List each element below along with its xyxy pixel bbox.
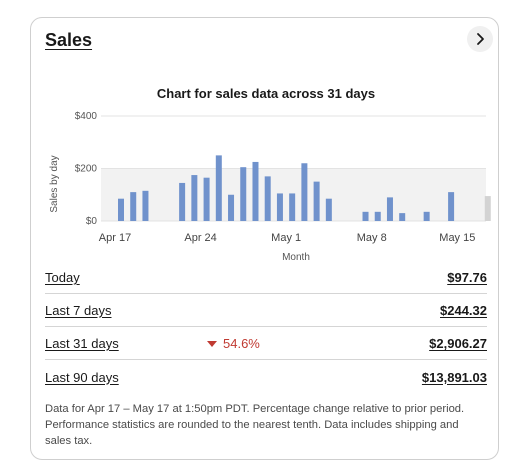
row-value[interactable]: $97.76 <box>447 270 487 285</box>
chart-title: Chart for sales data across 31 days <box>157 86 375 101</box>
sales-row-last-90-days[interactable]: Last 90 days $13,891.03 <box>45 361 487 393</box>
x-tick-label: Apr 17 <box>99 232 131 244</box>
bar <box>179 182 186 221</box>
bar <box>448 192 455 221</box>
down-triangle-icon <box>207 340 217 347</box>
chevron-right-icon <box>477 33 484 45</box>
x-tick-label: May 1 <box>271 232 301 244</box>
bar <box>289 193 296 221</box>
bar <box>240 167 247 221</box>
percent-change-value: 54.6% <box>223 336 260 351</box>
footnote: Data for Apr 17 – May 17 at 1:50pm PDT. … <box>45 403 465 447</box>
row-value[interactable]: $2,906.27 <box>429 336 487 351</box>
view-more-button[interactable] <box>467 26 493 52</box>
row-label[interactable]: Today <box>45 270 80 285</box>
bar <box>252 161 259 221</box>
row-value[interactable]: $244.32 <box>440 303 487 318</box>
bar <box>399 213 406 221</box>
bar <box>142 190 149 221</box>
bar <box>276 193 283 221</box>
row-label[interactable]: Last 90 days <box>45 369 119 385</box>
y-tick-label: $200 <box>75 164 98 175</box>
bar <box>386 197 393 221</box>
bar <box>301 163 308 221</box>
x-axis-label: Month <box>282 252 310 263</box>
bar <box>325 198 332 221</box>
bar <box>374 211 381 221</box>
y-tick-label: $0 <box>86 216 98 227</box>
bar <box>264 176 271 221</box>
percent-change: 54.6% <box>207 336 260 351</box>
row-label[interactable]: Last 7 days <box>45 303 112 318</box>
bar <box>130 192 137 221</box>
bar <box>362 211 369 221</box>
row-label[interactable]: Last 31 days <box>45 336 119 351</box>
bar <box>215 155 222 221</box>
bar <box>118 198 124 221</box>
bar-today <box>484 196 491 221</box>
sales-row-today[interactable]: Today $97.76 <box>45 262 487 294</box>
sales-chart: Chart for sales data across 31 days Sale… <box>49 86 491 263</box>
bar <box>423 211 430 221</box>
bar <box>203 177 210 221</box>
x-tick-label: May 15 <box>439 232 475 244</box>
x-tick-label: May 8 <box>357 232 387 244</box>
row-value[interactable]: $13,891.03 <box>421 369 487 385</box>
sales-row-last-7-days[interactable]: Last 7 days $244.32 <box>45 295 487 327</box>
bar <box>313 181 320 221</box>
sales-row-last-31-days[interactable]: Last 31 days 54.6% $2,906.27 <box>45 328 487 360</box>
y-axis-label: Sales by day <box>49 155 60 212</box>
bar <box>191 175 198 221</box>
y-tick-label: $400 <box>75 111 98 122</box>
x-tick-label: Apr 24 <box>184 232 216 244</box>
sales-card: Sales Chart for sales data across 31 day… <box>30 17 499 460</box>
card-title[interactable]: Sales <box>45 30 93 50</box>
bar <box>228 194 235 221</box>
